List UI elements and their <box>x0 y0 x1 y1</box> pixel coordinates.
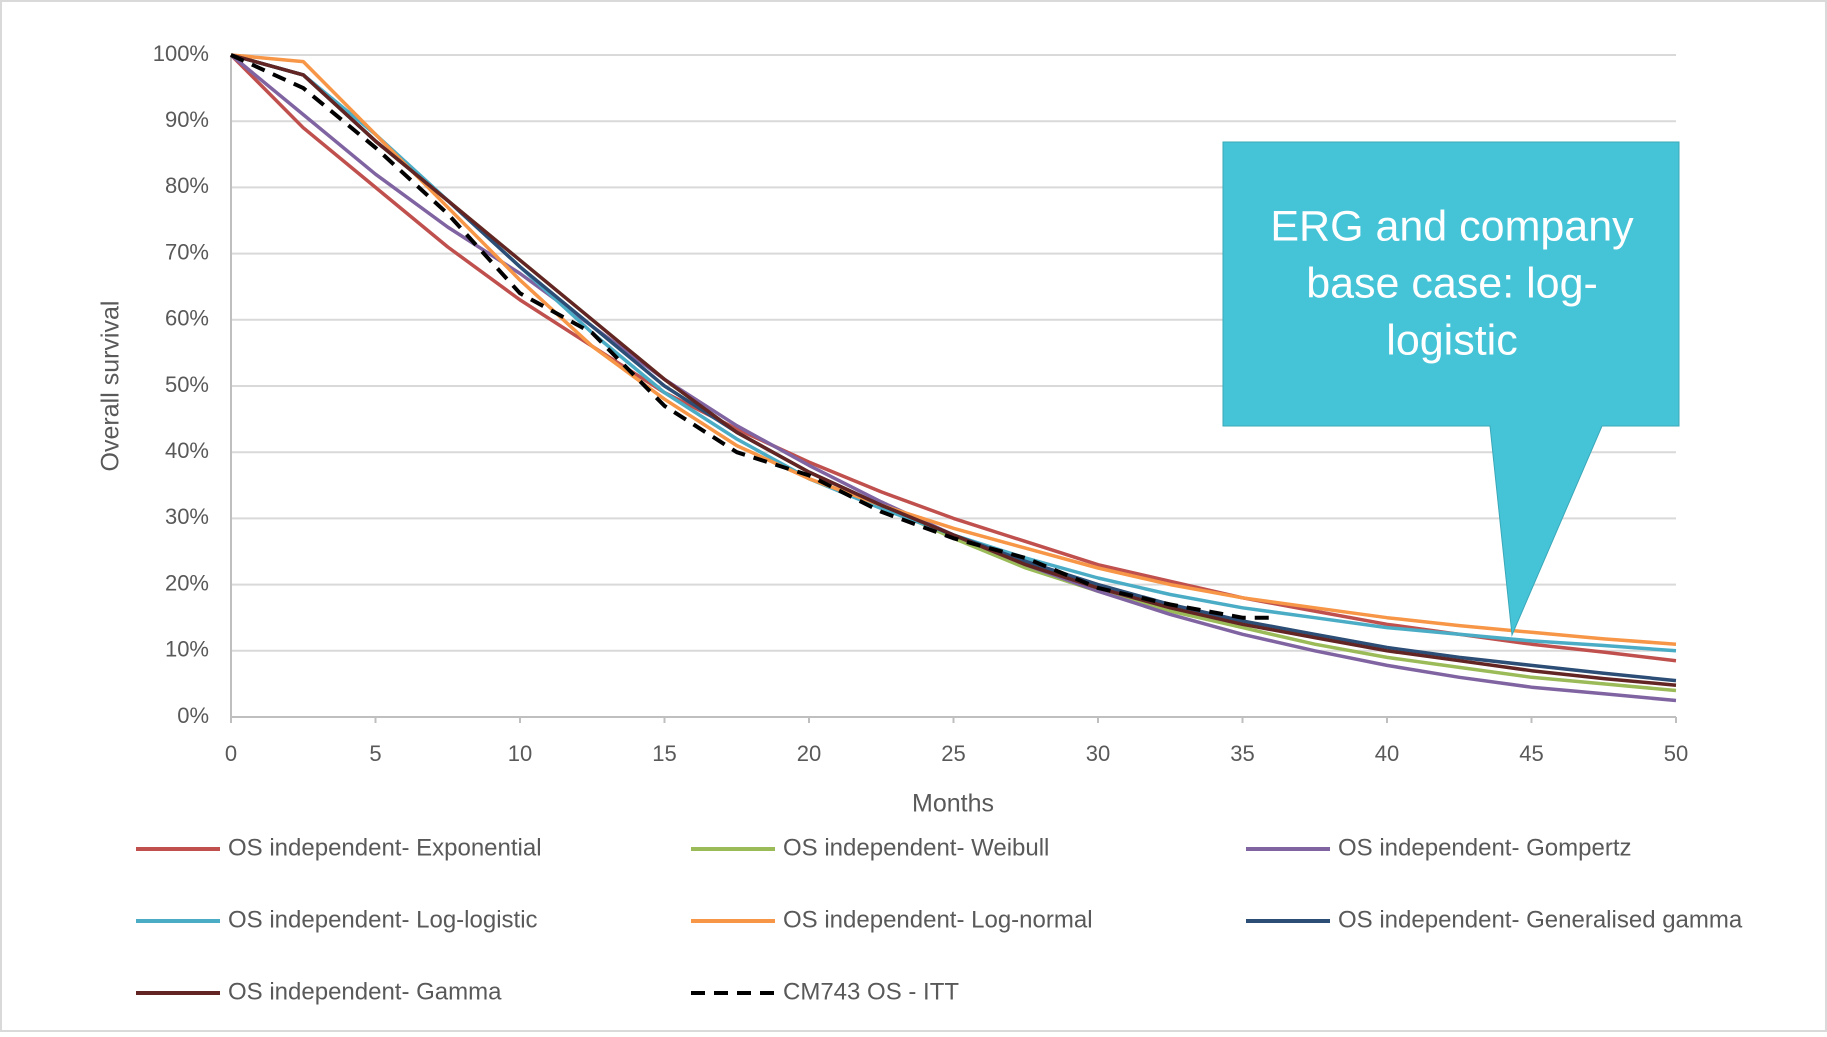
legend-label: OS independent- Log-logistic <box>228 906 538 933</box>
legend-label: CM743 OS - ITT <box>783 978 959 1005</box>
legend-label: OS independent- Generalised gamma <box>1338 906 1743 933</box>
x-tick-label: 40 <box>1375 741 1399 766</box>
legend-label: OS independent- Weibull <box>783 834 1049 861</box>
callout-text: logistic <box>1386 316 1517 364</box>
y-tick-label: 100% <box>153 41 209 66</box>
callout <box>1222 141 1680 637</box>
y-tick-label: 10% <box>165 637 209 662</box>
y-tick-label: 0% <box>177 703 209 728</box>
y-tick-label: 20% <box>165 570 209 595</box>
legend-label: OS independent- Exponential <box>228 834 542 861</box>
legend-label: OS independent- Gamma <box>228 978 502 1005</box>
x-tick-label: 5 <box>369 741 381 766</box>
legend-label: OS independent- Gompertz <box>1338 834 1632 861</box>
x-tick-label: 25 <box>941 741 965 766</box>
x-tick-label: 35 <box>1230 741 1254 766</box>
x-tick-label: 20 <box>797 741 821 766</box>
callout-text: ERG and company <box>1270 202 1634 250</box>
callout-text: base case: log- <box>1306 259 1598 307</box>
y-tick-label: 30% <box>165 504 209 529</box>
series-line <box>230 53 1677 687</box>
legend-label: OS independent- Log-normal <box>783 906 1093 933</box>
y-tick-label: 70% <box>165 239 209 264</box>
x-axis-label: Months <box>912 790 994 818</box>
x-tick-label: 15 <box>652 741 676 766</box>
y-tick-label: 60% <box>165 306 209 331</box>
x-tick-label: 0 <box>225 741 237 766</box>
x-tick-label: 45 <box>1519 741 1543 766</box>
x-tick-label: 50 <box>1664 741 1688 766</box>
y-tick-label: 40% <box>165 438 209 463</box>
series-line <box>230 53 1677 646</box>
y-tick-label: 90% <box>165 107 209 132</box>
y-tick-label: 50% <box>165 372 209 397</box>
y-tick-label: 80% <box>165 173 209 198</box>
y-axis-label: Overall survival <box>97 301 125 472</box>
x-tick-label: 30 <box>1086 741 1110 766</box>
x-tick-label: 10 <box>508 741 532 766</box>
